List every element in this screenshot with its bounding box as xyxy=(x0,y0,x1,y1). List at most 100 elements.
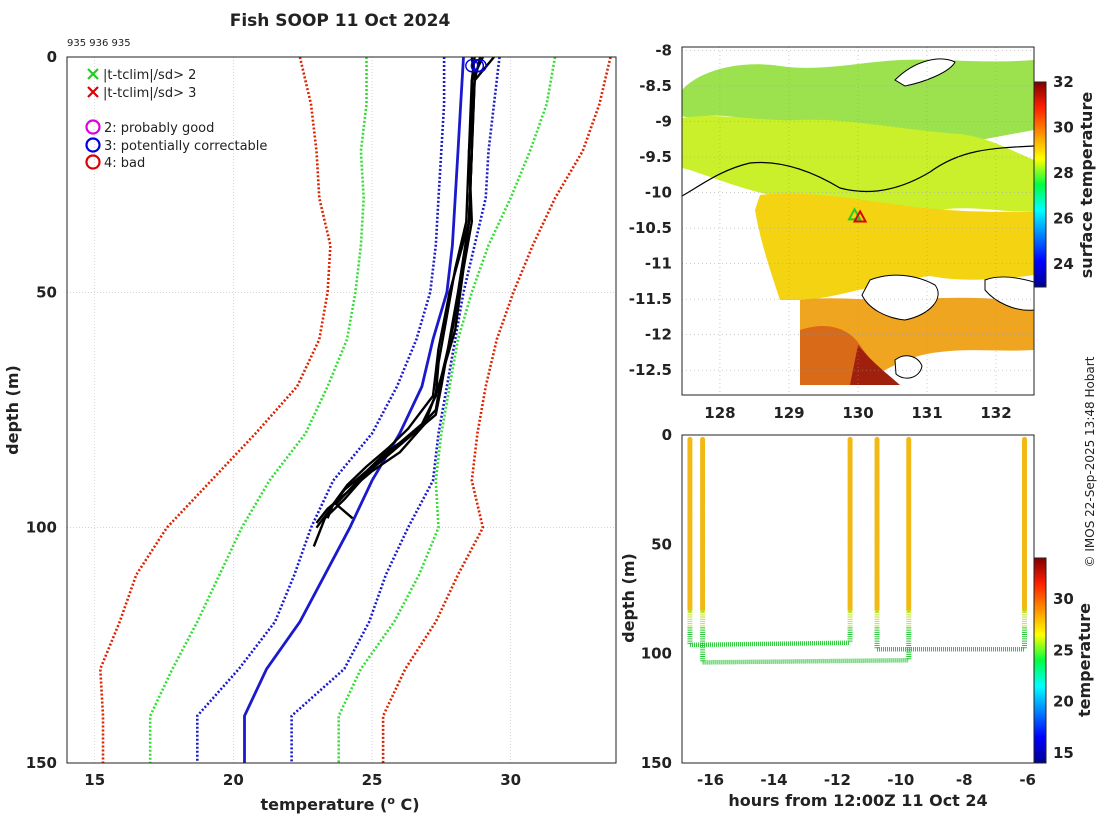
map-colorbar xyxy=(1033,81,1047,288)
timeseries-xtick-label: -16 xyxy=(697,771,724,789)
credit-text: © IMOS 22-Sep-2025 13:48 Hobart xyxy=(1083,356,1097,567)
map-colorbar-tick-label: 30 xyxy=(1053,119,1074,137)
clim-2sd-low-line xyxy=(148,57,368,763)
legend-x-marker xyxy=(87,86,99,98)
map-xtick-label: 129 xyxy=(773,404,804,422)
timeseries-colorbar-tick-label: 15 xyxy=(1053,744,1074,762)
timeseries-ytick-label: 0 xyxy=(662,426,672,444)
timeseries-xtick-label: -12 xyxy=(824,771,851,789)
map-ytick-label: -8 xyxy=(655,42,672,60)
legend-label: 3: potentially correctable xyxy=(104,139,267,154)
profile-xtick-label: 20 xyxy=(223,771,244,789)
timeseries-ticks: -16 -14 -12 -10 -8 -6 0 50 100 150 xyxy=(641,426,1036,789)
map-contour xyxy=(682,145,1034,197)
timeseries-ytick-label: 150 xyxy=(641,754,672,772)
timeseries-xtick-label: -6 xyxy=(1019,771,1036,789)
legend-label: 2: probably good xyxy=(104,121,214,136)
timeseries-colorbar-tick-label: 30 xyxy=(1053,590,1074,608)
map-marker-triangle xyxy=(847,207,862,221)
profile-subtitle: 935 936 935 xyxy=(67,38,131,49)
legend-circle-marker xyxy=(85,137,101,153)
map-land-cobourg xyxy=(984,276,1034,311)
timeseries-panel: -16 -14 -12 -10 -8 -6 0 50 100 150 hours from 12:… xyxy=(619,426,1094,810)
profile-flag-marker xyxy=(473,59,487,73)
timeseries-xlabel: hours from 12:00Z 11 Oct 24 xyxy=(728,791,987,810)
map-colorbar-tick-label: 26 xyxy=(1053,210,1074,228)
profile-cast-line-4 xyxy=(315,57,476,524)
profile-ytick-label: 50 xyxy=(36,283,57,301)
timeseries-tow-1 xyxy=(689,640,851,648)
timeseries-tow-2 xyxy=(702,657,909,665)
map-ytick-label: -10 xyxy=(645,184,672,202)
map-ytick-label: -9.5 xyxy=(639,148,672,166)
profile-xtick-label: 30 xyxy=(500,771,521,789)
map-colorbar-label: surface temperature xyxy=(1077,92,1096,279)
timeseries-colorbar-tick-label: 25 xyxy=(1053,641,1074,659)
map-xtick-label: 131 xyxy=(911,404,942,422)
timeseries-ytick-label: 100 xyxy=(641,645,672,663)
profile-ticks: 15 20 25 30 0 50 100 150 xyxy=(26,48,521,789)
clim-1sd-low-line xyxy=(196,57,446,763)
profile-cast-line-5 xyxy=(326,57,476,519)
map-ytick-label: -9 xyxy=(655,113,672,131)
timeseries-plot-area xyxy=(682,435,1034,763)
timeseries-colorbar-tick-label: 20 xyxy=(1053,693,1074,711)
clim-3sd-high-line xyxy=(381,57,612,763)
map-sst-hottest xyxy=(850,345,900,385)
profile-grid xyxy=(67,56,616,764)
profile-ylabel: depth (m) xyxy=(3,365,22,455)
timeseries-xtick-label: -10 xyxy=(887,771,914,789)
map-ytick-label: -8.5 xyxy=(639,77,672,95)
map-colorbar-tick-label: 32 xyxy=(1053,73,1074,91)
profile-xlabel: temperature (o C) xyxy=(260,794,419,814)
map-colorbar-tick-label: 28 xyxy=(1053,164,1074,182)
map-land-north xyxy=(894,58,956,87)
map-ytick-label: -11 xyxy=(645,255,672,273)
map-xtick-label: 132 xyxy=(980,404,1011,422)
legend-x-marker xyxy=(87,68,99,80)
timeseries-ylabel: depth (m) xyxy=(619,553,638,643)
map-colorbar-tick-label: 24 xyxy=(1053,255,1074,273)
profile-ytick-label: 150 xyxy=(26,754,57,772)
map-markers xyxy=(847,207,868,223)
map-ticks: 128 129 130 131 132 -8 -8.5 -9 -9.5 -10 -10.5 -11 -1… xyxy=(629,42,1012,422)
map-ytick-label: -12 xyxy=(645,326,672,344)
profile-casts xyxy=(312,57,495,547)
clim-mean-line xyxy=(243,57,465,763)
map-land-coast xyxy=(894,355,923,379)
timeseries-colorbar-label: temperature xyxy=(1075,603,1094,717)
profile-panel: Fish SOOP 11 Oct 2024 935 936 935 15 20 25… xyxy=(3,11,617,814)
map-ytick-label: -12.5 xyxy=(629,361,672,379)
legend-circle-marker xyxy=(85,119,101,135)
timeseries-casts xyxy=(687,436,1027,665)
profile-ytick-label: 100 xyxy=(26,519,57,537)
legend-circle-marker xyxy=(85,154,101,170)
clim-3sd-low-line xyxy=(98,57,332,763)
profile-flags xyxy=(465,59,487,73)
profile-xtick-label: 25 xyxy=(362,771,383,789)
map-xtick-label: 128 xyxy=(704,404,735,422)
map-ytick-label: -11.5 xyxy=(629,290,672,308)
profile-xtick-label: 15 xyxy=(84,771,105,789)
profile-frame xyxy=(66,56,617,764)
map-marker-triangle xyxy=(852,209,868,223)
map-colorbar-ticks: 24 26 28 30 32 xyxy=(1053,73,1074,273)
timeseries-xtick-label: -14 xyxy=(760,771,787,789)
map-panel: 128 129 130 131 132 -8 -8.5 -9 -9.5 -10 -10.5 -11 -1… xyxy=(629,42,1096,422)
map-grid xyxy=(682,47,1034,395)
map-sst-central xyxy=(682,116,1034,212)
timeseries-xtick-label: -8 xyxy=(956,771,973,789)
timeseries-colorbar-ticks: 15 20 25 30 xyxy=(1053,590,1074,762)
profile-ytick-label: 0 xyxy=(47,48,57,66)
profile-title: Fish SOOP 11 Oct 2024 xyxy=(230,11,451,31)
map-ytick-label: -10.5 xyxy=(629,219,672,237)
profile-climatology xyxy=(98,57,612,763)
legend-label: |t-tclim|/sd> 2 xyxy=(103,68,196,83)
profile-plot-area xyxy=(67,57,616,763)
profile-legend: |t-tclim|/sd> 2 |t-tclim|/sd> 3 2: probabl… xyxy=(85,68,267,171)
map-land-melville xyxy=(861,274,939,321)
legend-label: |t-tclim|/sd> 3 xyxy=(103,86,196,101)
timeseries-ytick-label: 50 xyxy=(651,535,672,553)
legend-label: 4: bad xyxy=(104,156,145,171)
profile-flag-marker xyxy=(465,59,479,73)
